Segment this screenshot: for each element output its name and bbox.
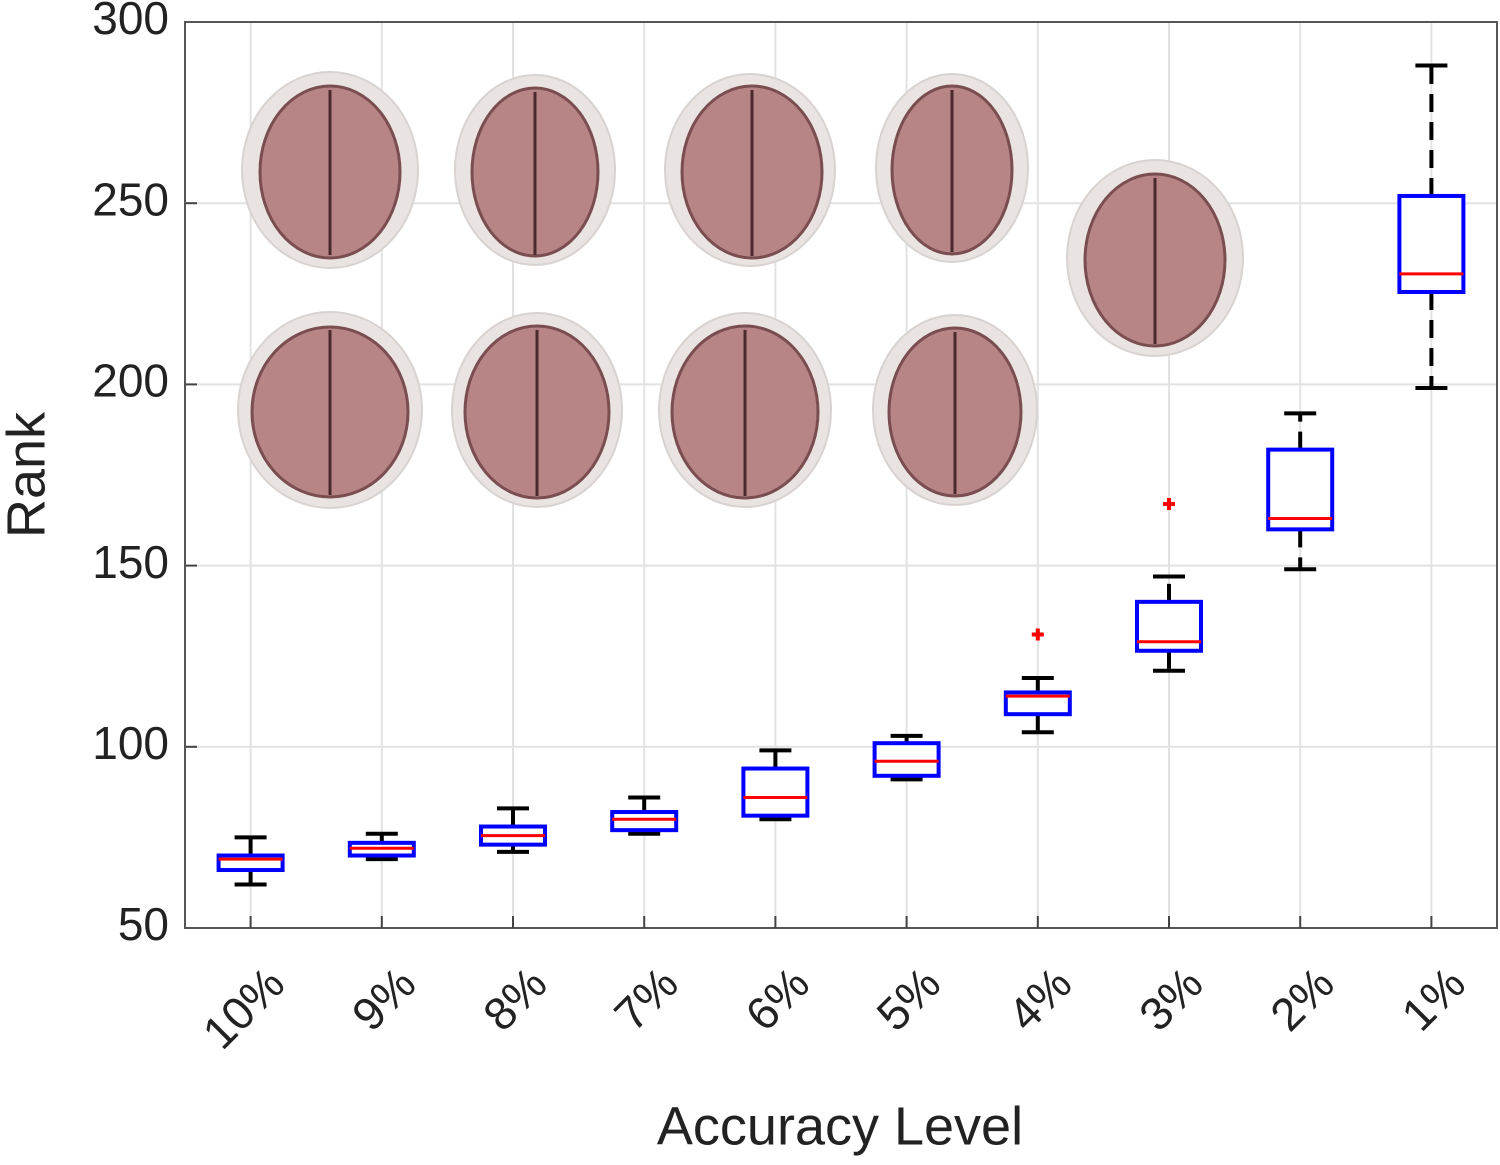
y-axis-label: Rank <box>0 411 56 538</box>
x-tick-label: 2% <box>1260 957 1344 1041</box>
x-tick-label: 8% <box>473 957 557 1041</box>
y-tick-label: 100 <box>92 717 169 769</box>
box <box>741 766 810 818</box>
x-tick-label: 3% <box>1129 957 1213 1041</box>
x-tick-label: 7% <box>604 957 688 1041</box>
x-tick-label: 9% <box>342 957 426 1041</box>
outlier <box>1163 497 1175 510</box>
box <box>1397 193 1466 294</box>
brain-images <box>237 71 1244 509</box>
x-tick-label: 10% <box>192 957 294 1059</box>
y-tick-label: 250 <box>92 173 169 225</box>
box <box>1135 599 1203 653</box>
box <box>610 810 679 833</box>
box <box>872 741 941 778</box>
marks-layer <box>216 63 1466 887</box>
box <box>1003 690 1072 717</box>
plot-frame <box>184 21 1498 929</box>
y-tick-label: 50 <box>118 898 169 950</box>
x-axis-label: Accuracy Level <box>657 1096 1023 1156</box>
y-tick-label: 300 <box>92 0 169 44</box>
x-tick-label: 6% <box>735 957 819 1041</box>
y-tick-label: 200 <box>92 355 169 407</box>
box <box>1266 447 1335 532</box>
x-tick-label: 4% <box>998 957 1082 1041</box>
x-tick-label: 5% <box>866 957 950 1041</box>
outlier <box>1031 628 1044 641</box>
y-tick-label: 150 <box>92 536 169 588</box>
x-tick-label: 1% <box>1391 957 1475 1041</box>
